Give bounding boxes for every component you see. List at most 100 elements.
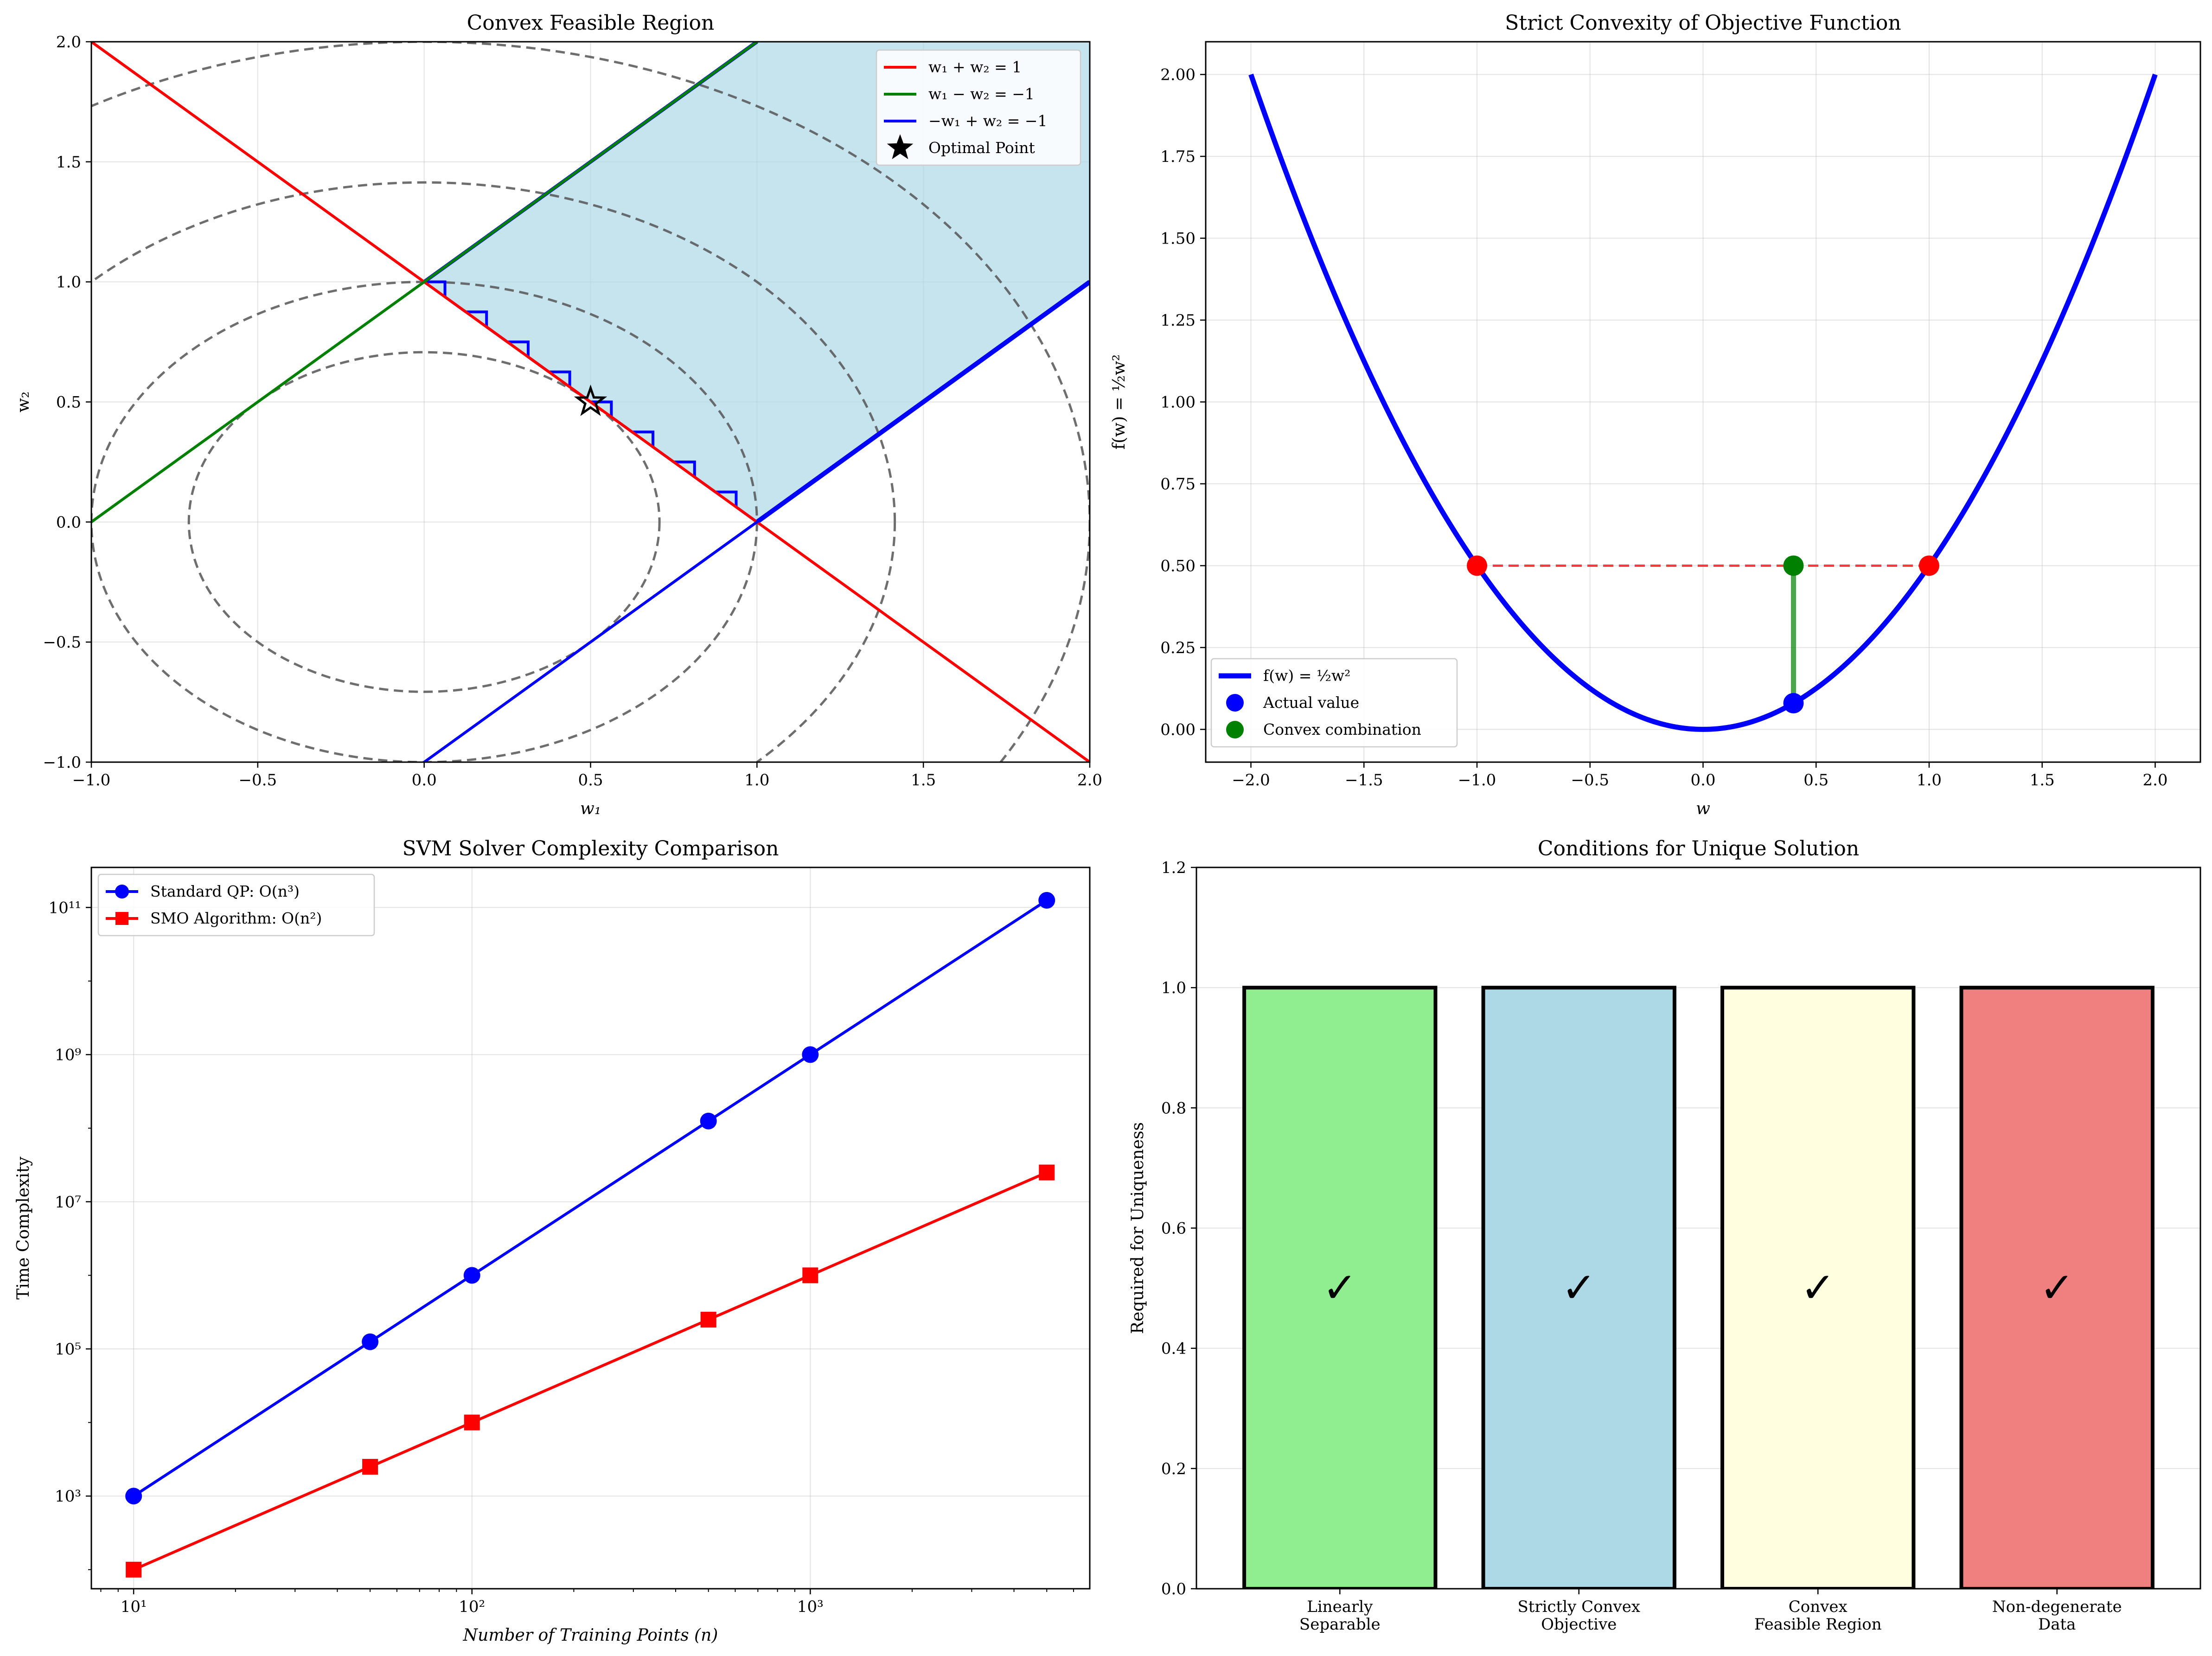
contour-circle bbox=[187, 351, 661, 693]
legend-label: w₁ + w₂ = 1 bbox=[928, 58, 1022, 76]
chart-title: Conditions for Unique Solution bbox=[1538, 837, 1859, 860]
smo-data-point bbox=[464, 1414, 480, 1431]
x-tick-label-line: Data bbox=[2038, 1615, 2076, 1634]
y-axis-label: w₂ bbox=[14, 392, 33, 412]
chord-endpoint bbox=[1467, 555, 1487, 576]
legend-entry: Standard QP: O(n³) bbox=[106, 882, 300, 900]
x-tick-label: Non-degenerate Data bbox=[1992, 1598, 2122, 1634]
y-tick-label: 10⁷ bbox=[55, 1193, 81, 1212]
y-tick-label: −1.0 bbox=[43, 753, 81, 772]
y-tick-label: 0.75 bbox=[1160, 475, 1196, 494]
y-tick-label: 10³ bbox=[55, 1487, 81, 1506]
x-tick-label: −1.0 bbox=[1458, 771, 1496, 789]
x-axis-label: w₁ bbox=[580, 799, 601, 818]
chart-title: SVM Solver Complexity Comparison bbox=[403, 837, 779, 860]
legend-label: Actual value bbox=[1263, 693, 1359, 712]
y-tick-label: 0.00 bbox=[1160, 720, 1196, 739]
condition-bar bbox=[1242, 986, 1438, 1589]
ticks: 0.0 0.2 0.4 0.6 0.8 1.0 1.2 bbox=[1161, 859, 1196, 1598]
y-tick-label: 1.5 bbox=[56, 153, 81, 172]
legend-marker bbox=[1226, 721, 1244, 738]
x-tick-label: 1.5 bbox=[911, 771, 936, 789]
condition-checkmark: ✓ bbox=[2039, 1264, 2074, 1312]
qp-data-point bbox=[700, 1112, 717, 1130]
x-tick-label: 0.0 bbox=[412, 771, 437, 789]
legend-entry: Actual value bbox=[1226, 693, 1359, 712]
x-tick-label-line: Non-degenerate bbox=[1992, 1598, 2122, 1616]
x-tick-label: Convex Feasible Region bbox=[1754, 1598, 1882, 1634]
x-tick-label: −2.0 bbox=[1232, 771, 1270, 789]
y-tick-label: 0.6 bbox=[1161, 1220, 1186, 1238]
condition-checkmark: ✓ bbox=[1801, 1264, 1835, 1312]
solver-complexity-panel: 10¹ 10² 10³ 10³ 10⁵ 10⁷ 10⁹ 10¹¹ SVM Solver Comp… bbox=[14, 837, 1091, 1645]
y-tick-label: 1.00 bbox=[1160, 393, 1196, 412]
y-tick-label: 0.2 bbox=[1161, 1460, 1186, 1478]
legend-label: w₁ − w₂ = −1 bbox=[928, 85, 1035, 103]
contour-circle bbox=[91, 181, 896, 762]
y-tick-label: 1.0 bbox=[1161, 979, 1186, 997]
plot-area bbox=[1248, 73, 2158, 732]
convex-combination-point bbox=[1783, 555, 1804, 576]
legend-label: f(w) = ½w² bbox=[1263, 667, 1350, 685]
x-axis-label: w bbox=[1696, 799, 1710, 818]
x-tick-label: 2.0 bbox=[1077, 771, 1102, 789]
condition-checkmark: ✓ bbox=[1561, 1264, 1596, 1312]
legend-label: Optimal Point bbox=[928, 139, 1035, 157]
qp-series-line bbox=[133, 899, 1048, 1497]
plot-area: ✓ ✓ ✓ ✓ bbox=[1242, 986, 2154, 1589]
y-tick-label: 1.75 bbox=[1160, 148, 1196, 166]
plot-area bbox=[125, 892, 1055, 1578]
x-tick-label: 0.0 bbox=[1690, 771, 1715, 789]
legend-entry: SMO Algorithm: O(n²) bbox=[106, 909, 322, 927]
constraint-line-neg-diff bbox=[423, 281, 1090, 762]
x-tick-label-line: Feasible Region bbox=[1754, 1615, 1882, 1634]
legend-marker bbox=[115, 885, 129, 899]
y-tick-label: 0.4 bbox=[1161, 1340, 1186, 1358]
legend-entry: −w₁ + w₂ = −1 bbox=[884, 112, 1048, 130]
smo-data-point bbox=[802, 1267, 818, 1284]
y-tick-label: 1.50 bbox=[1160, 230, 1196, 248]
y-tick-label: 1.2 bbox=[1161, 859, 1186, 877]
legend-label: Standard QP: O(n³) bbox=[150, 882, 300, 900]
x-tick-label: 1.5 bbox=[2030, 771, 2055, 789]
legend-label: −w₁ + w₂ = −1 bbox=[928, 112, 1048, 130]
x-tick-label: 2.0 bbox=[2142, 771, 2167, 789]
grid-lines bbox=[1206, 42, 2200, 762]
qp-data-point bbox=[1038, 892, 1055, 909]
legend-marker bbox=[1226, 694, 1244, 712]
legend-frame bbox=[97, 873, 375, 937]
x-tick-label: 1.0 bbox=[744, 771, 769, 789]
legend-frame bbox=[1210, 658, 1458, 748]
constraint-line-sum bbox=[91, 42, 1090, 762]
y-tick-label: 2.0 bbox=[56, 33, 81, 51]
x-tick-label: Strictly Convex Objective bbox=[1517, 1598, 1640, 1634]
x-tick-label: −1.5 bbox=[1345, 771, 1383, 789]
x-axis-label: Number of Training Points (n) bbox=[463, 1626, 718, 1645]
x-tick-label: 10¹ bbox=[121, 1598, 147, 1616]
strict-convexity-panel: −2.0 −1.5 −1.0 −0.5 0.0 0.5 1.0 1.5 2.0 0.00 0.25 0… bbox=[1110, 11, 2201, 818]
y-axis-label: f(w) = ½w² bbox=[1110, 354, 1129, 449]
qp-data-point bbox=[362, 1333, 379, 1350]
smo-series-line bbox=[133, 1171, 1048, 1571]
y-tick-label: 0.0 bbox=[56, 513, 81, 532]
legend-entry: f(w) = ½w² bbox=[1219, 667, 1350, 685]
condition-bar bbox=[1481, 986, 1676, 1589]
smo-data-point bbox=[1039, 1164, 1055, 1181]
legend-entry: w₁ − w₂ = −1 bbox=[884, 85, 1035, 103]
legend-star-marker bbox=[887, 134, 914, 160]
y-tick-label: −0.5 bbox=[43, 633, 81, 652]
qp-data-point bbox=[802, 1046, 819, 1063]
condition-bar bbox=[1720, 986, 1916, 1589]
legend-frame bbox=[876, 49, 1081, 166]
x-tick-label-line: Convex bbox=[1789, 1598, 1848, 1616]
condition-bar bbox=[1959, 986, 2154, 1589]
ticks: −2.0 −1.5 −1.0 −0.5 0.0 0.5 1.0 1.5 2.0 0.00 0.25 0… bbox=[1160, 66, 2167, 789]
smo-data-point bbox=[126, 1561, 142, 1578]
x-tick-label: 0.5 bbox=[1803, 771, 1828, 789]
ticks: −1.0 −0.5 0.0 0.5 1.0 1.5 2.0 −1.0 −0.5 0.0 0.5 1.0… bbox=[43, 33, 1102, 789]
x-tick-label: 10³ bbox=[797, 1598, 824, 1616]
objective-curve bbox=[1248, 73, 2158, 732]
legend-label: SMO Algorithm: O(n²) bbox=[150, 909, 322, 927]
y-axis-label: Time Complexity bbox=[14, 1156, 33, 1300]
condition-checkmark: ✓ bbox=[1323, 1264, 1357, 1312]
